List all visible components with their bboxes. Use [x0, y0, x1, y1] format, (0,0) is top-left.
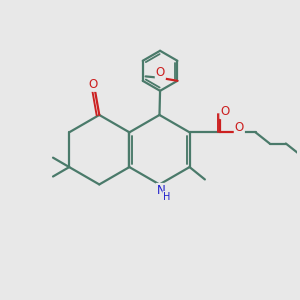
- Text: O: O: [156, 66, 165, 79]
- Text: N: N: [157, 184, 165, 197]
- Text: O: O: [88, 78, 98, 91]
- Text: O: O: [235, 121, 244, 134]
- Text: O: O: [220, 105, 230, 118]
- Text: H: H: [163, 192, 170, 202]
